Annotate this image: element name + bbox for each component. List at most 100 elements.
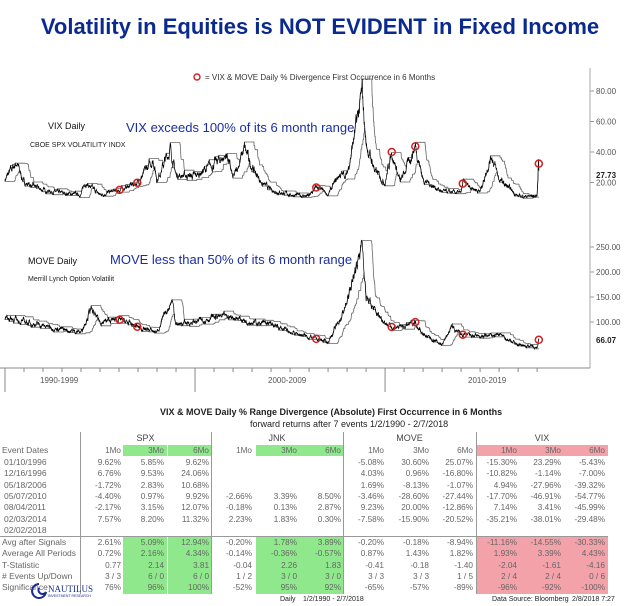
table-cell: 1.83%: [273, 514, 297, 524]
table-cell: -29.48%: [574, 514, 606, 524]
period-header: 1Mo: [236, 446, 252, 455]
table-cell: [388, 525, 432, 536]
table-cell: -1.72%: [95, 480, 121, 490]
period-header: 1Mo: [476, 445, 520, 456]
table-cell: 9.23%: [360, 503, 384, 513]
y-tick-label: 40.00: [596, 148, 617, 157]
summary-cell: 2 / 4: [520, 571, 564, 583]
footer-frequency: Daily: [280, 596, 296, 603]
event-date: 02/03/2014: [4, 513, 47, 524]
footer-range: 1/2/1990 - 2/7/2018: [303, 596, 364, 603]
table-cell: 3.39%: [273, 491, 297, 501]
table-cell: 12.07%: [181, 503, 209, 513]
summary-cell: 3 / 3: [368, 572, 384, 581]
column-divider: [80, 432, 81, 594]
table-cell: -28.60%: [398, 491, 430, 501]
table-cell: 2.83%: [140, 480, 164, 490]
group-header-move: MOVE: [396, 433, 423, 443]
table-cell: -1.07%: [447, 480, 473, 490]
summary-cell: 3 / 0: [256, 571, 300, 583]
logo-sub: INVESTMENT RESEARCH: [48, 594, 91, 598]
table-cell: 10.68%: [181, 480, 209, 490]
summary-cell: -0.41: [365, 560, 384, 570]
summary-cell: 1.43%: [405, 549, 429, 559]
table-title: VIX & MOVE Daily % Range Divergence (Abs…: [160, 407, 503, 417]
summary-cell: 3 / 3: [413, 572, 429, 581]
event-dates-header: Event Dates: [2, 445, 49, 455]
summary-label: Significance: [2, 582, 48, 593]
table-cell: 5.85%: [140, 458, 164, 467]
move-chart-name: MOVE Daily: [28, 256, 78, 266]
event-marker: [411, 317, 420, 327]
event-marker: [115, 185, 124, 195]
table-cell: -3.46%: [358, 491, 384, 501]
table-cell: [168, 525, 212, 536]
table-cell: [211, 468, 255, 479]
y-tick-label: 200.00: [596, 268, 621, 277]
table-cell: 20.00%: [401, 503, 429, 513]
summary-cell: 3 / 0: [300, 571, 344, 583]
table-cell: [211, 480, 255, 491]
y-tick-label: 20.00: [596, 179, 617, 188]
table-cell: 3.41%: [537, 503, 561, 513]
event-marker: [458, 330, 468, 339]
six-month-low-line: [4, 272, 539, 350]
table-cell: 9.92%: [185, 491, 209, 501]
period-header: 6Mo: [457, 446, 473, 455]
summary-cell: 2 / 4: [476, 571, 520, 583]
event-marker: [312, 183, 321, 192]
event-marker: [387, 147, 396, 157]
event-marker: [387, 322, 396, 332]
table-cell: 8.50%: [317, 491, 341, 501]
table-cell: [300, 525, 344, 536]
summary-cell: 3.81: [168, 559, 212, 572]
table-cell: 0.30%: [317, 514, 341, 524]
table-cell: [343, 525, 387, 536]
summary-cell: 4.43%: [564, 548, 608, 561]
table-cell: 0.13%: [273, 503, 297, 513]
summary-cell: -8.94%: [447, 538, 473, 548]
table-cell: 2.23%: [228, 514, 252, 524]
period-header: 3Mo: [123, 445, 167, 456]
event-date: 12/16/1996: [4, 468, 47, 479]
six-month-high-line: [4, 78, 539, 196]
summary-label: Avg after Signals: [2, 537, 67, 548]
summary-cell: 0.87%: [360, 549, 384, 559]
y-tick-label: 100.00: [596, 318, 621, 327]
period-header: 1Mo: [105, 446, 121, 455]
event-date: 05/18/2006: [4, 479, 47, 490]
logo-name: NAUTILUS: [48, 584, 93, 594]
move-chart: 250.00 200.00 150.00 100.00: [4, 239, 621, 350]
summary-cell: 12.94%: [168, 537, 212, 549]
summary-cell: -0.20%: [226, 538, 252, 548]
footer-timestamp: 2/8/2018 7:27: [572, 596, 615, 603]
table-cell: 4.94%: [493, 480, 517, 490]
charts-area: = VIX & MOVE Daily % Divergence First Oc…: [0, 68, 621, 392]
table-cell: -4.40%: [95, 491, 121, 501]
table-cell: -0.18%: [226, 503, 252, 513]
period-header: 3Mo: [256, 445, 300, 456]
table-cell: -10.82%: [486, 469, 518, 479]
table-cell: -7.58%: [358, 514, 384, 524]
table-cell: [256, 525, 300, 536]
summary-cell: 2.16%: [123, 548, 167, 561]
table-cell: [211, 525, 255, 536]
move-last-value: 66.07: [596, 336, 617, 345]
summary-cell: 76%: [104, 583, 121, 593]
summary-cell: 0.77: [105, 560, 121, 570]
table-cell: 7.57%: [97, 514, 121, 524]
x-label-1990s: 1990-1999: [40, 376, 79, 385]
table-cell: -20.52%: [442, 514, 474, 524]
summary-cell: 5.09%: [123, 537, 167, 549]
series-line: [4, 78, 540, 199]
summary-cell: -0.04: [233, 560, 252, 570]
table-cell: -7.00%: [579, 469, 605, 479]
period-header: 3Mo: [520, 445, 564, 456]
vix-chart-name: VIX Daily: [48, 121, 86, 131]
summary-divider: [0, 536, 608, 538]
event-date: 08/04/2011: [4, 502, 46, 513]
table-cell: 8.20%: [140, 514, 164, 524]
summary-cell: 4.34%: [168, 548, 212, 561]
vix-subtitle: CBOE SPX VOLATILITY INDX: [30, 142, 126, 149]
